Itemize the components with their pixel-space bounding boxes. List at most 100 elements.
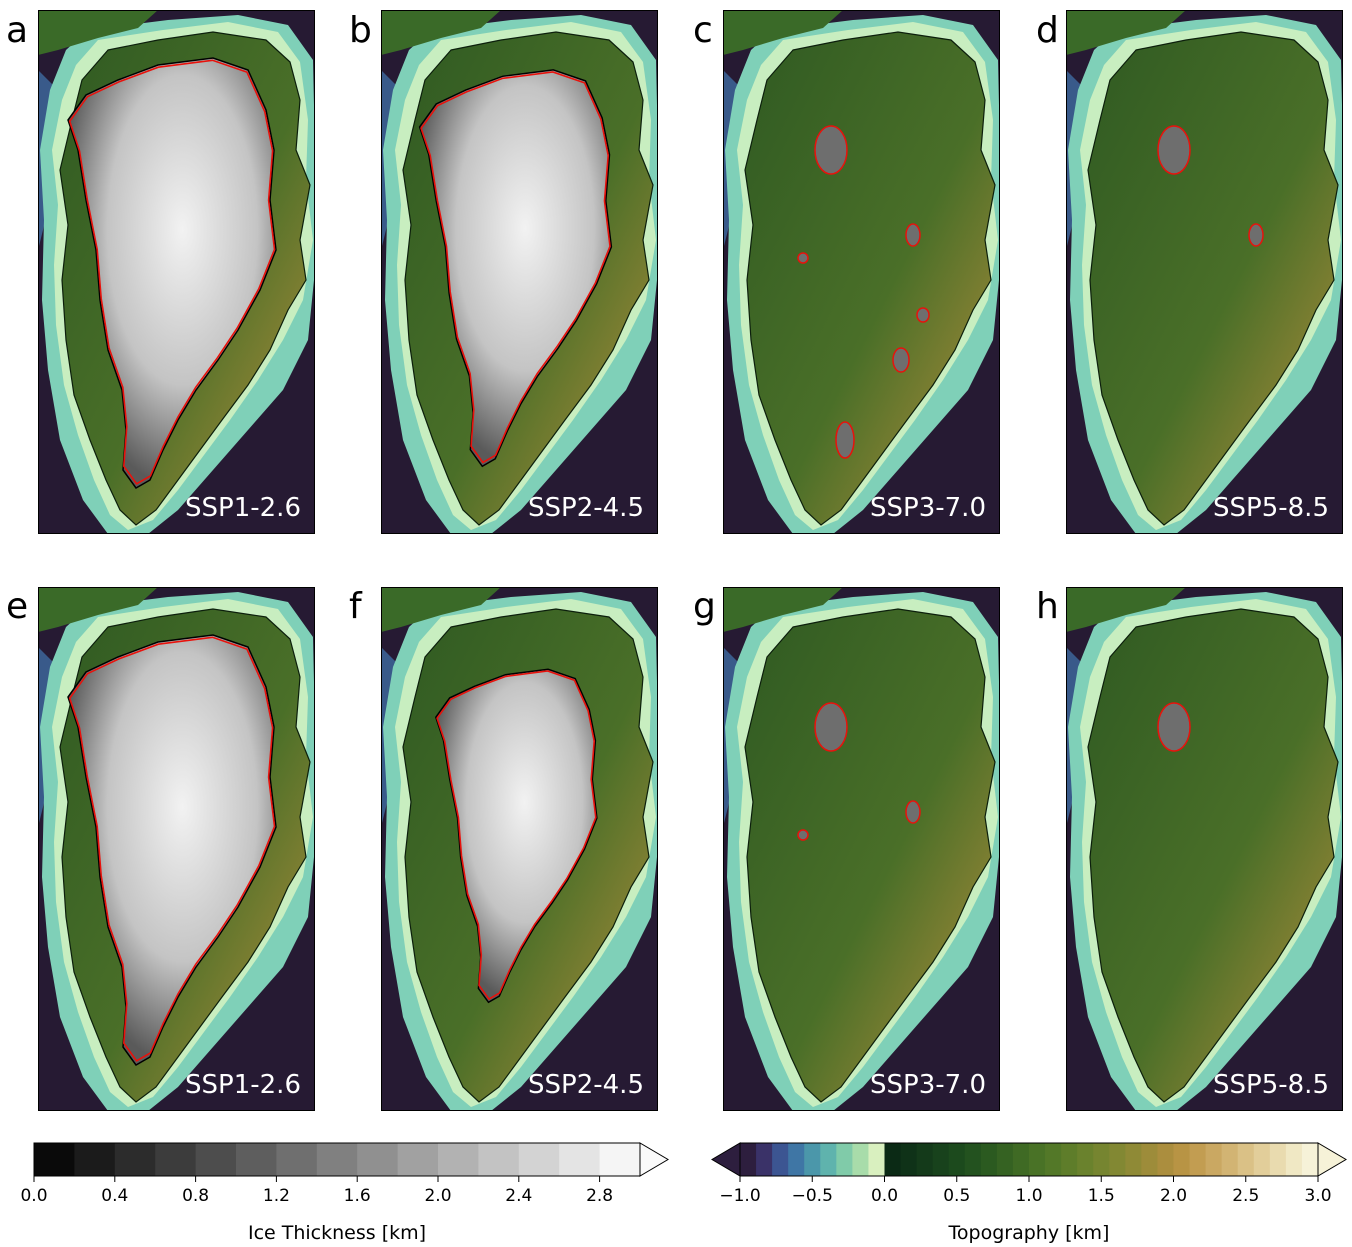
ice-colorbar-level [559, 1143, 601, 1176]
map-panel-e: SSP1-2.6 [38, 587, 315, 1111]
panels-group: SSP1-2.6 a SSP2-4.5 b SSP3-7.0 c SSP5-8.5 d SSP1… [6, 10, 1343, 1111]
map-panel-b: SSP2-4.5 [381, 10, 658, 534]
topography-colorbar-level [740, 1143, 757, 1176]
panel-letter: d [1036, 10, 1059, 51]
topography-colorbar-level [1109, 1143, 1126, 1176]
topography-colorbar-level [836, 1143, 853, 1176]
map-panel-d: SSP5-8.5 [1066, 10, 1343, 534]
scenario-label: SSP2-4.5 [528, 493, 644, 523]
ellesmere-land [38, 587, 158, 632]
panel-letter: g [693, 586, 716, 627]
topography-colorbar: −1.0 −0.5 0.0 0.5 1.0 1.5 2.0 2.5 3.0 Topography … [711, 1142, 1347, 1244]
panel-frame [381, 10, 658, 534]
greenland-land [1087, 608, 1339, 1103]
ice-colorbar-level [155, 1143, 197, 1176]
ice-colorbar-level [195, 1143, 237, 1176]
topography-colorbar-level [1157, 1143, 1174, 1176]
panel-frame [723, 587, 1000, 1111]
topography-colorbar-tick-label: 2.0 [1160, 1186, 1187, 1206]
topography-colorbar-tick-label: 1.0 [1015, 1186, 1042, 1206]
ice-patch [1248, 223, 1264, 247]
topography-colorbar-level [964, 1143, 982, 1176]
ice-patch [905, 800, 921, 824]
topography-colorbar-level [1141, 1143, 1158, 1176]
map-panel-g: SSP3-7.0 [723, 587, 1000, 1111]
topography-colorbar-level [788, 1143, 805, 1176]
topography-colorbar-level [1189, 1143, 1207, 1176]
ice-contour-line [436, 670, 597, 1001]
ellesmere-land [1066, 10, 1186, 55]
ellesmere-land [1066, 587, 1186, 632]
panel-frame [1066, 10, 1343, 534]
map-panel-a: SSP1-2.6 [38, 10, 315, 534]
ellesmere-land [723, 10, 843, 55]
panel-frame [38, 587, 315, 1111]
topography-colorbar-level [756, 1143, 773, 1176]
panel-frame [38, 10, 315, 534]
map-panel-h: SSP5-8.5 [1066, 587, 1343, 1111]
topography-colorbar-level [1221, 1143, 1239, 1176]
scenario-label: SSP5-8.5 [1213, 493, 1329, 523]
ice-colorbar-frame [33, 1142, 641, 1177]
topography-colorbar-level [1301, 1143, 1319, 1176]
ellesmere-land [381, 587, 501, 632]
map-panel-c: SSP3-7.0 [723, 10, 1000, 534]
panel-frame [381, 587, 658, 1111]
ice-colorbar: 0.0 0.4 0.8 1.2 1.6 2.0 2.4 2.8 Ice Thickness [k… [20, 1142, 669, 1244]
ice-colorbar-level [518, 1143, 560, 1176]
topography-colorbar-level [868, 1143, 885, 1176]
ice-colorbar-level [236, 1143, 277, 1176]
ice-colorbar-level [478, 1143, 520, 1176]
topography-colorbar-tick-label: −0.5 [792, 1186, 833, 1206]
topography-colorbar-level [1125, 1143, 1142, 1176]
ice-patch [797, 829, 809, 841]
ice-colorbar-label: Ice Thickness [km] [248, 1222, 426, 1244]
ice-colorbar-tick-label: 0.4 [101, 1186, 128, 1206]
topography-colorbar-tick-label: −1.0 [719, 1186, 760, 1206]
colorbars-group: 0.0 0.4 0.8 1.2 1.6 2.0 2.4 2.8 Ice Thickness [k… [20, 1142, 1347, 1244]
scenario-label: SSP1-2.6 [185, 493, 301, 523]
ice-colorbar-level [397, 1143, 439, 1176]
ice-colorbar-level [438, 1143, 479, 1176]
ellesmere-land [723, 587, 843, 632]
ice-colorbar-level [74, 1143, 116, 1176]
panel-letter: f [349, 586, 363, 627]
ice-contour-line [68, 59, 276, 485]
topography-colorbar-level [932, 1143, 950, 1176]
scenario-label: SSP2-4.5 [528, 1070, 644, 1100]
ice-patch [1157, 702, 1191, 752]
topography-colorbar-level [804, 1143, 821, 1176]
topography-colorbar-extend-min [711, 1142, 741, 1177]
topography-colorbar-level [820, 1143, 837, 1176]
ice-patch [797, 252, 809, 264]
topography-colorbar-level [916, 1143, 934, 1176]
topography-colorbar-level [996, 1143, 1014, 1176]
ice-contour-line [68, 636, 276, 1062]
scenario-label: SSP3-7.0 [870, 493, 986, 523]
topography-colorbar-extend-max [1317, 1142, 1347, 1177]
topography-colorbar-label: Topography [km] [948, 1222, 1110, 1244]
ellesmere-land [381, 10, 501, 55]
ice-colorbar-level [357, 1143, 399, 1176]
ice-colorbar-level [276, 1143, 318, 1176]
topography-colorbar-level [772, 1143, 789, 1176]
topography-colorbar-level [1045, 1143, 1062, 1176]
topography-colorbar-level [1269, 1143, 1287, 1176]
ice-patch [916, 307, 930, 323]
panel-letter: e [6, 586, 28, 627]
topography-colorbar-level [1285, 1143, 1303, 1176]
ice-colorbar-extend-max [639, 1142, 669, 1177]
greenland-land [1087, 31, 1339, 526]
ice-colorbar-tick-label: 0.8 [182, 1186, 209, 1206]
panel-letter: h [1036, 586, 1059, 627]
ellesmere-land [38, 10, 158, 55]
ice-colorbar-tick-label: 1.2 [263, 1186, 290, 1206]
topography-colorbar-level [1061, 1143, 1078, 1176]
ice-patch [835, 421, 855, 459]
ice-patch [905, 223, 921, 247]
ice-patch [814, 702, 848, 752]
map-panel-f: SSP2-4.5 [381, 587, 658, 1111]
topography-colorbar-level [1029, 1143, 1046, 1176]
ice-colorbar-level [316, 1143, 358, 1176]
